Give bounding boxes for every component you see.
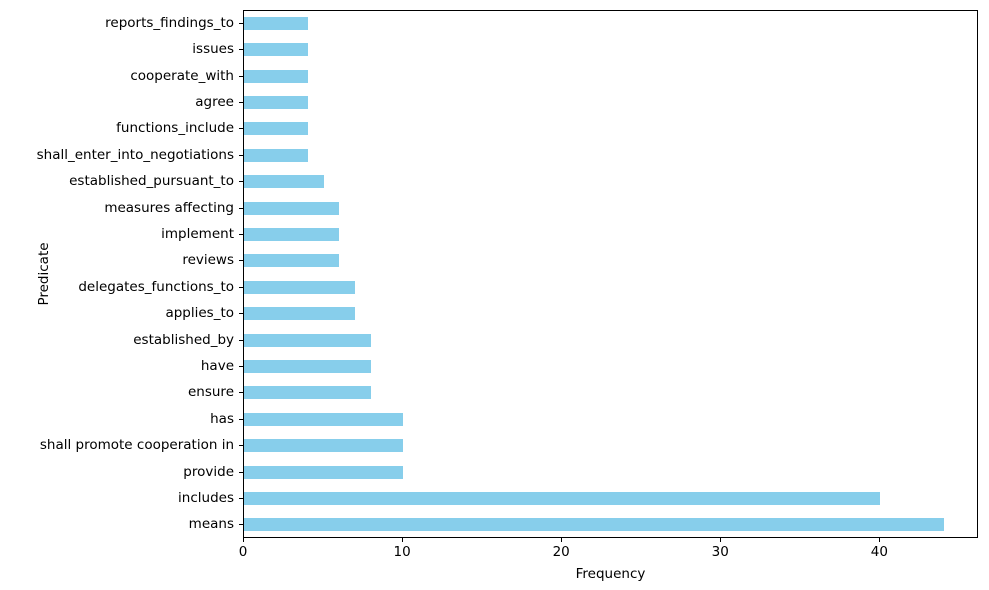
y-tick-label: implement <box>161 225 234 242</box>
bar <box>244 412 404 426</box>
y-tick-mark <box>239 181 243 183</box>
y-tick-mark <box>239 365 243 367</box>
y-axis-label: Predicate <box>36 242 52 306</box>
bar <box>244 333 372 347</box>
bar <box>244 175 324 189</box>
plot-area <box>243 10 978 538</box>
x-tick-label: 0 <box>238 544 248 560</box>
y-tick-mark <box>239 101 243 103</box>
y-tick-mark <box>239 445 243 447</box>
y-tick-label: cooperate_with <box>130 67 234 84</box>
bar <box>244 386 372 400</box>
y-tick-label: reports_findings_to <box>105 14 234 31</box>
y-tick-mark <box>239 471 243 473</box>
y-tick-label: means <box>188 516 234 533</box>
y-tick-label: established_by <box>133 331 234 348</box>
y-tick-mark <box>239 22 243 24</box>
y-tick-mark <box>239 75 243 77</box>
y-tick-label: ensure <box>187 384 234 401</box>
x-tick-mark <box>878 538 880 542</box>
y-tick-mark <box>239 128 243 130</box>
y-tick-mark <box>239 524 243 526</box>
bar <box>244 518 944 532</box>
y-tick-mark <box>239 313 243 315</box>
x-axis-label: Frequency <box>575 566 646 582</box>
bar <box>244 69 308 83</box>
bar <box>244 491 881 505</box>
bar <box>244 122 308 136</box>
y-tick-label: shall promote cooperation in <box>39 437 234 454</box>
y-tick-label: agree <box>195 93 234 110</box>
bar <box>244 148 308 162</box>
bar <box>244 227 340 241</box>
bar <box>244 280 356 294</box>
y-tick-mark <box>239 339 243 341</box>
y-tick-mark <box>239 154 243 156</box>
y-tick-label: delegates_functions_to <box>78 278 234 295</box>
bar <box>244 359 372 373</box>
bar <box>244 16 308 30</box>
y-tick-label: measures affecting <box>104 199 234 216</box>
y-tick-mark <box>239 418 243 420</box>
y-tick-label: established_pursuant_to <box>69 173 234 190</box>
y-tick-mark <box>239 392 243 394</box>
y-tick-label: applies_to <box>165 305 234 322</box>
bar <box>244 43 308 57</box>
y-tick-mark <box>239 286 243 288</box>
y-tick-mark <box>239 497 243 499</box>
y-tick-label: has <box>210 410 234 427</box>
y-tick-label: shall_enter_into_negotiations <box>36 146 234 163</box>
x-tick-label: 40 <box>870 544 888 560</box>
x-tick-mark <box>242 538 244 542</box>
y-tick-mark <box>239 260 243 262</box>
y-tick-mark <box>239 233 243 235</box>
x-tick-mark <box>560 538 562 542</box>
y-tick-mark <box>239 49 243 51</box>
bar <box>244 307 356 321</box>
y-tick-label: have <box>200 357 234 374</box>
y-tick-label: functions_include <box>116 120 234 137</box>
x-tick-mark <box>401 538 403 542</box>
bar <box>244 465 404 479</box>
x-tick-label: 20 <box>552 544 570 560</box>
y-tick-label: includes <box>178 489 234 506</box>
bar <box>244 95 308 109</box>
x-tick-mark <box>719 538 721 542</box>
bar <box>244 201 340 215</box>
y-tick-mark <box>239 207 243 209</box>
y-tick-label: provide <box>183 463 234 480</box>
bar <box>244 439 404 453</box>
y-tick-label: issues <box>192 41 234 58</box>
x-tick-label: 30 <box>711 544 729 560</box>
y-tick-label: reviews <box>182 252 234 269</box>
x-tick-label: 10 <box>393 544 411 560</box>
bar <box>244 254 340 268</box>
